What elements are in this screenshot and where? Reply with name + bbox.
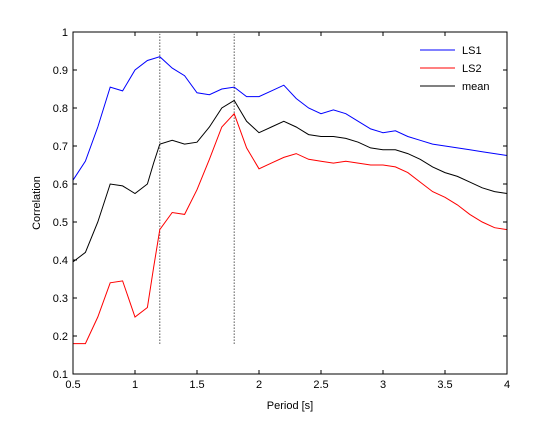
x-tick-label: 3.5 (437, 379, 452, 391)
legend-label-mean: mean (462, 81, 490, 93)
legend: LS1 LS2 mean (420, 45, 490, 93)
y-tick-label: 0.2 (53, 331, 68, 343)
x-tick-label: 0.5 (65, 379, 80, 391)
y-tick-label: 0.1 (53, 369, 68, 381)
series-line-mean (72, 99, 508, 263)
series-line-ls2 (73, 112, 508, 345)
x-tick-label: 1.5 (189, 379, 204, 391)
y-tick-label: 0.6 (53, 179, 68, 191)
x-tick-label: 4 (504, 379, 510, 391)
y-tick-label: 0.5 (53, 217, 68, 229)
axis-ticks: 0.5 1 1.5 2 2.5 3 3.5 4 0.1 0.2 0.3 0.4 0.5 0.6 0.7 0.8… (53, 27, 510, 391)
x-tick-label: 3 (380, 379, 386, 391)
y-tick-label: 0.7 (53, 141, 68, 153)
y-tick-label: 0.8 (53, 103, 68, 115)
legend-label-ls2: LS2 (462, 63, 482, 75)
y-tick-label: 1 (62, 27, 68, 39)
y-axis-label: Correlation (31, 176, 43, 230)
legend-label-ls1: LS1 (462, 45, 482, 57)
y-tick-label: 0.4 (53, 255, 68, 267)
y-tick-label: 0.3 (53, 293, 68, 305)
y-tick-label: 0.9 (53, 65, 68, 77)
reference-lines (159, 33, 235, 344)
series-layer (72, 56, 508, 345)
x-tick-label: 2 (256, 379, 262, 391)
plot-background (73, 32, 507, 374)
x-tick-label: 1 (132, 379, 138, 391)
series-line-ls1 (72, 56, 508, 181)
plot-frame (72, 31, 508, 375)
x-tick-label: 2.5 (313, 379, 328, 391)
x-axis-label: Period [s] (267, 400, 313, 412)
